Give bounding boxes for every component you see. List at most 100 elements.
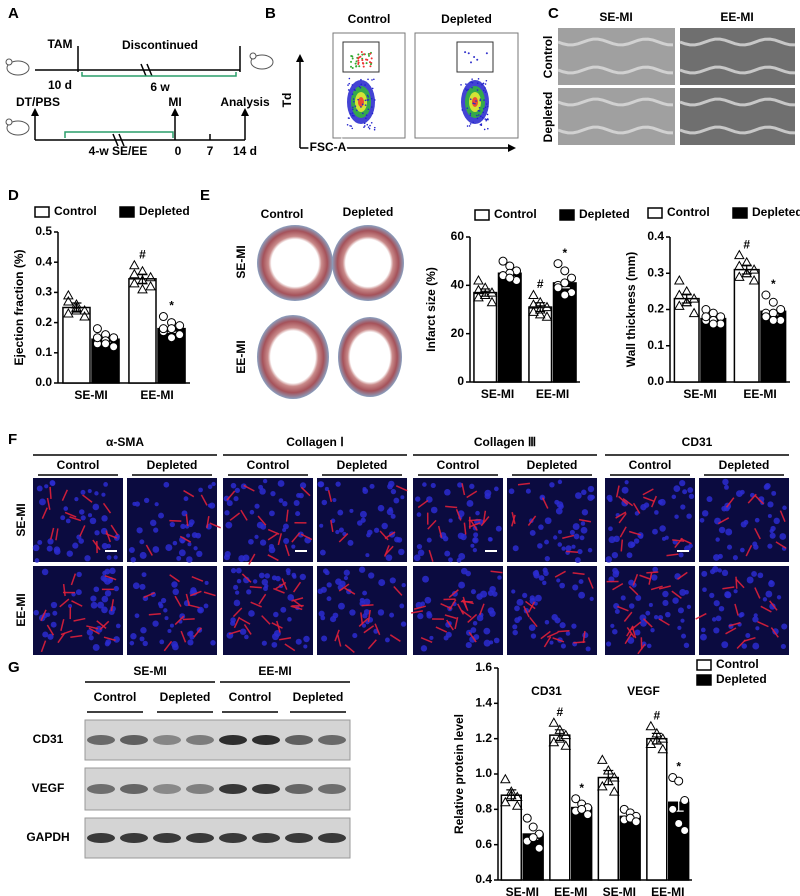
nucleus [349,508,354,513]
nucleus [497,575,502,580]
fiber [292,599,303,608]
data-point [553,259,563,269]
nucleus [107,577,113,584]
data-point [528,822,538,832]
nucleus [226,500,233,507]
nucleus [752,541,758,547]
event [465,88,467,90]
nucleus [448,518,453,523]
event [482,111,484,114]
nucleus [674,514,679,519]
fiber [110,524,119,536]
fiber [448,599,457,611]
data-point [167,333,177,343]
nucleus [688,493,695,499]
panel-label: G [8,659,20,676]
event [366,94,369,97]
nucleus [203,603,209,609]
nucleus [559,622,566,629]
nucleus [258,572,265,579]
data-point [534,303,546,314]
y-axis-label: Relative protein level [452,714,466,834]
nucleus [75,589,82,596]
fiber [105,532,118,539]
nucleus [422,482,427,487]
label: Control [437,458,480,472]
nucleus [556,578,561,583]
fiber [46,497,51,510]
bar [646,737,668,881]
data-point [534,843,544,853]
nucleus [169,623,174,628]
fiber [435,626,448,633]
fiber [557,629,570,633]
bar [668,801,690,881]
event [350,65,353,68]
nucleus [320,615,326,621]
nucleus [244,634,249,640]
nucleus [683,642,690,648]
fiber [618,512,627,524]
fiber [338,533,349,543]
gate [456,41,494,73]
event [483,99,485,101]
event [484,83,487,85]
nucleus [574,557,581,563]
nucleus [767,514,772,519]
nucleus [134,501,140,507]
nucleus [225,521,233,529]
nucleus [295,638,302,645]
nucleus [687,487,694,493]
data-point [473,284,484,295]
nucleus [769,532,776,539]
label: SE-MI [133,664,166,678]
nucleus [416,512,422,517]
nucleus [65,518,71,524]
nucleus [544,556,550,562]
nucleus [779,533,787,540]
nucleus [381,522,388,530]
data-point [499,796,511,807]
legend-swatch [732,207,748,219]
nucleus [189,634,195,640]
data-point [583,810,593,820]
fiber [735,576,738,589]
data-point [748,264,760,274]
band [285,735,313,745]
nucleus [187,542,192,547]
nucleus [587,485,595,493]
fiber [229,512,241,521]
nucleus [92,643,100,651]
nucleus [90,595,97,602]
nucleus [755,626,760,631]
nucleus [332,497,337,503]
x-tick-label: SE-MI [603,885,636,896]
bar [500,794,522,881]
nucleus [529,529,536,536]
legend-swatch [34,206,50,218]
fiber [64,511,77,518]
label: 14 d [233,144,257,158]
y-axis-label: Ejection fraction (%) [12,249,26,365]
data-point [761,290,771,300]
event [471,86,473,89]
data-point [602,775,614,786]
band [87,833,115,843]
nucleus [76,571,82,578]
nucleus [721,641,729,649]
fiber [480,516,490,527]
data-point [511,800,523,810]
fiber [267,532,279,541]
nucleus [773,517,780,525]
nucleus [726,544,733,550]
event [479,98,482,100]
fiber [587,577,594,589]
fiber [543,636,552,648]
nucleus [368,572,375,579]
data-point [701,312,711,322]
nucleus [473,634,480,640]
fiber [62,584,66,597]
nucleus [489,610,496,617]
fiber [200,494,208,506]
nucleus [769,603,776,610]
